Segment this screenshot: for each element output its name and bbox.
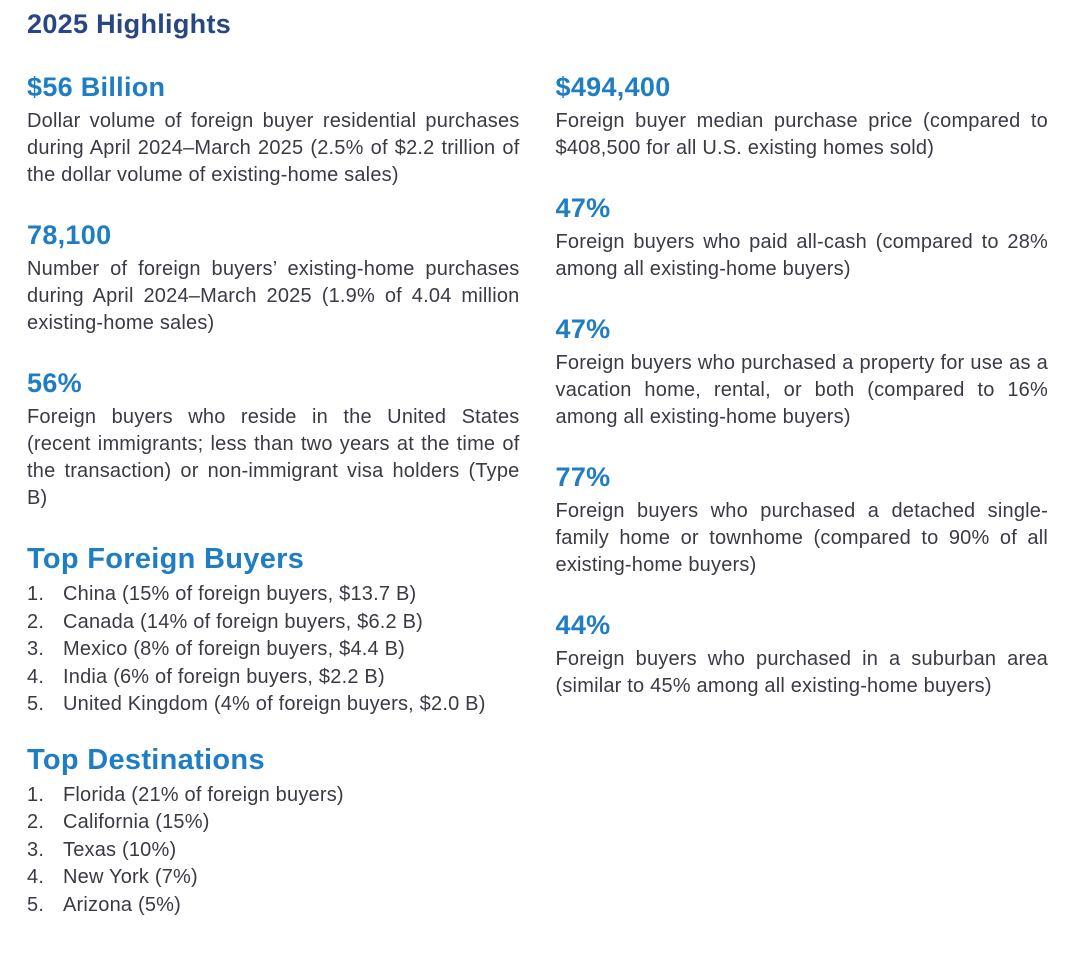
highlights-page: 2025 Highlights $56 Billion Dollar volum… — [27, 9, 1048, 943]
stat-dollar-volume: $56 Billion Dollar volume of foreign buy… — [27, 71, 520, 189]
list-item-rank: 4. — [27, 866, 45, 888]
stat-value: $56 Billion — [27, 72, 166, 102]
top-destinations-list: 1. Florida (21% of foreign buyers) 2. Ca… — [27, 782, 520, 920]
stat-all-cash: 47% Foreign buyers who paid all-cash (co… — [556, 192, 1049, 283]
stat-value: 44% — [555, 610, 611, 640]
list-item-rank: 2. — [27, 610, 45, 633]
list-item-rank: 5. — [27, 893, 45, 916]
stat-description: Number of foreign buyers’ existing-home … — [27, 258, 520, 334]
list-item-label: United Kingdom (4% of foreign buyers, $2… — [63, 693, 486, 715]
stat-description: Foreign buyers who paid all-cash (compar… — [555, 231, 1048, 280]
list-item-label: Florida (21% of foreign buyers) — [63, 783, 344, 806]
list-item-label: Mexico (8% of foreign buyers, $4.4 B) — [63, 638, 405, 660]
two-column-layout: $56 Billion Dollar volume of foreign buy… — [27, 71, 1048, 943]
top-destinations-section: Top Destinations 1. Florida (21% of fore… — [27, 743, 520, 920]
list-item: 5. Arizona (5%) — [27, 892, 520, 920]
left-column: $56 Billion Dollar volume of foreign buy… — [27, 71, 520, 943]
list-item: 2. Canada (14% of foreign buyers, $6.2 B… — [27, 609, 520, 637]
stat-description: Foreign buyers who reside in the United … — [27, 406, 520, 509]
list-item-rank: 3. — [27, 838, 45, 861]
list-item: 2. California (15%) — [27, 809, 520, 837]
list-item-label: Arizona (5%) — [63, 893, 181, 916]
list-item: 5. United Kingdom (4% of foreign buyers,… — [27, 691, 520, 719]
list-item-label: China (15% of foreign buyers, $13.7 B) — [63, 583, 417, 605]
stat-value: 77% — [555, 462, 611, 492]
list-item-rank: 1. — [27, 783, 45, 806]
list-item-label: India (6% of foreign buyers, $2.2 B) — [63, 665, 385, 688]
list-item-rank: 1. — [27, 583, 45, 605]
list-item-label: California (15%) — [63, 811, 210, 833]
stat-value: 47% — [555, 193, 611, 223]
stat-median-price: $494,400 Foreign buyer median purchase p… — [556, 71, 1049, 162]
list-item-label: Canada (14% of foreign buyers, $6.2 B) — [63, 610, 424, 633]
top-destinations-heading: Top Destinations — [27, 743, 265, 776]
list-item-rank: 5. — [27, 693, 45, 715]
list-item-label: New York (7%) — [63, 866, 198, 888]
stat-value: 78,100 — [27, 220, 112, 250]
list-item-rank: 4. — [27, 665, 45, 688]
stat-suburban-area: 44% Foreign buyers who purchased in a su… — [556, 609, 1049, 700]
list-item: 1. Florida (21% of foreign buyers) — [27, 782, 520, 810]
stat-value: 56% — [27, 368, 82, 398]
stat-description: Foreign buyer median purchase price (com… — [555, 110, 1048, 159]
stat-value: 47% — [555, 314, 611, 344]
stat-description: Foreign buyers who purchased a detached … — [555, 500, 1048, 576]
list-item: 4. New York (7%) — [27, 864, 520, 892]
stat-detached-home: 77% Foreign buyers who purchased a detac… — [556, 461, 1049, 579]
list-item: 1. China (15% of foreign buyers, $13.7 B… — [27, 581, 520, 609]
stat-description: Foreign buyers who purchased in a suburb… — [555, 648, 1048, 697]
top-foreign-buyers-list: 1. China (15% of foreign buyers, $13.7 B… — [27, 581, 520, 719]
list-item-rank: 2. — [27, 811, 45, 833]
stat-purchase-count: 78,100 Number of foreign buyers’ existin… — [27, 219, 520, 337]
page-title: 2025 Highlights — [27, 9, 232, 39]
stat-us-resident-share: 56% Foreign buyers who reside in the Uni… — [27, 367, 520, 512]
list-item: 3. Texas (10%) — [27, 837, 520, 865]
list-item: 4. India (6% of foreign buyers, $2.2 B) — [27, 664, 520, 692]
stat-description: Dollar volume of foreign buyer residenti… — [27, 110, 520, 186]
stat-description: Foreign buyers who purchased a property … — [555, 352, 1048, 428]
top-foreign-buyers-section: Top Foreign Buyers 1. China (15% of fore… — [27, 542, 520, 719]
list-item: 3. Mexico (8% of foreign buyers, $4.4 B) — [27, 636, 520, 664]
list-item-rank: 3. — [27, 638, 45, 660]
list-item-label: Texas (10%) — [63, 838, 177, 861]
top-foreign-buyers-heading: Top Foreign Buyers — [27, 543, 305, 575]
stat-value: $494,400 — [555, 72, 671, 102]
stat-vacation-rental: 47% Foreign buyers who purchased a prope… — [556, 313, 1049, 431]
right-column: $494,400 Foreign buyer median purchase p… — [556, 71, 1049, 943]
